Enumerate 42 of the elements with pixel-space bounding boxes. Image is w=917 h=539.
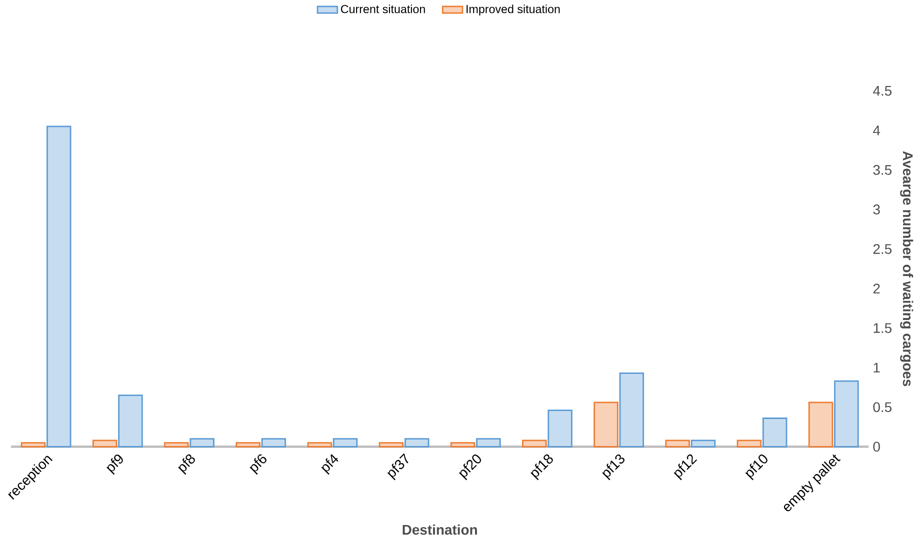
x-tick-label: pf8 — [178, 454, 195, 475]
bar — [476, 438, 501, 448]
bar — [522, 440, 547, 448]
x-tick-label: pf9 — [106, 454, 123, 475]
bar — [762, 418, 788, 448]
bar — [261, 438, 286, 448]
bar — [619, 372, 644, 448]
y-tick-label: 3 — [873, 204, 880, 215]
y-tick-label: 1.5 — [874, 323, 892, 334]
bar — [548, 410, 572, 448]
bar — [594, 402, 618, 448]
bar — [307, 442, 332, 448]
bar — [736, 440, 762, 448]
x-tick-label: pf6 — [250, 454, 266, 475]
bar — [834, 380, 859, 448]
bar — [92, 440, 118, 448]
y-tick-label: 4.5 — [873, 86, 892, 96]
bar — [808, 402, 834, 448]
y-tick-label: 0.5 — [873, 402, 892, 412]
y-tick-label: 0 — [873, 442, 880, 452]
y-tick-label: 2 — [873, 284, 880, 294]
bar — [20, 442, 46, 448]
legend-label: Current situation — [340, 4, 425, 14]
y-tick-label: 1 — [874, 363, 880, 373]
bar — [46, 126, 72, 448]
legend-label: Improved situation — [466, 4, 560, 16]
y-tick-label: 3.5 — [873, 165, 892, 176]
bar — [378, 442, 404, 448]
y-tick-label: 2.5 — [873, 244, 892, 254]
bar — [690, 440, 716, 448]
x-tick-label: pf4 — [321, 454, 338, 475]
bar — [118, 394, 143, 448]
bar — [332, 438, 358, 448]
y-axis-title: Avearge number of waiting cargoes — [900, 151, 914, 386]
bar — [665, 440, 690, 448]
x-axis-title: Destination — [402, 524, 477, 535]
bar — [236, 442, 260, 448]
bar — [190, 438, 214, 448]
bar — [164, 442, 189, 448]
y-tick-label: 4 — [873, 126, 880, 136]
bar — [450, 442, 476, 448]
bar — [404, 438, 430, 448]
